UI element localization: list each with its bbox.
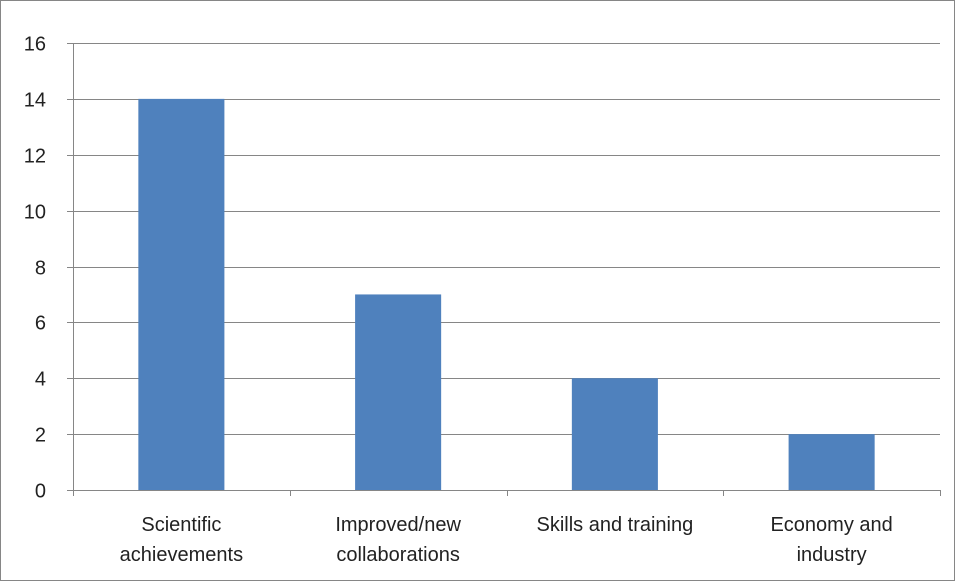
x-category-label-0: Scientific achievements: [120, 514, 243, 566]
y-tick-label-8: 8: [35, 258, 46, 280]
y-tick-label-4: 4: [35, 369, 46, 391]
bar-0: [138, 98, 225, 490]
y-tick-label-16: 16: [24, 34, 46, 56]
y-tick-label-12: 12: [24, 146, 46, 168]
bar-1: [355, 294, 442, 490]
x-category-label-2: Skills and training: [537, 514, 694, 536]
y-tick-label-10: 10: [24, 202, 46, 224]
bar-3: [788, 434, 875, 490]
y-tick-labels: 0 2 4 6 8 10 12 14 16: [24, 34, 46, 503]
bars: [138, 98, 875, 490]
x-category-labels: Scientific achievements Improved/new collab…: [120, 514, 893, 566]
axes: [67, 43, 941, 496]
y-tick-label-6: 6: [35, 313, 46, 335]
y-tick-label-14: 14: [24, 90, 46, 112]
y-tick-label-2: 2: [35, 425, 46, 447]
x-category-label-1: Improved/new collaborations: [335, 514, 461, 566]
y-tick-label-0: 0: [35, 481, 46, 503]
x-category-label-3: Economy and industry: [770, 514, 892, 566]
bar-2: [571, 378, 658, 490]
